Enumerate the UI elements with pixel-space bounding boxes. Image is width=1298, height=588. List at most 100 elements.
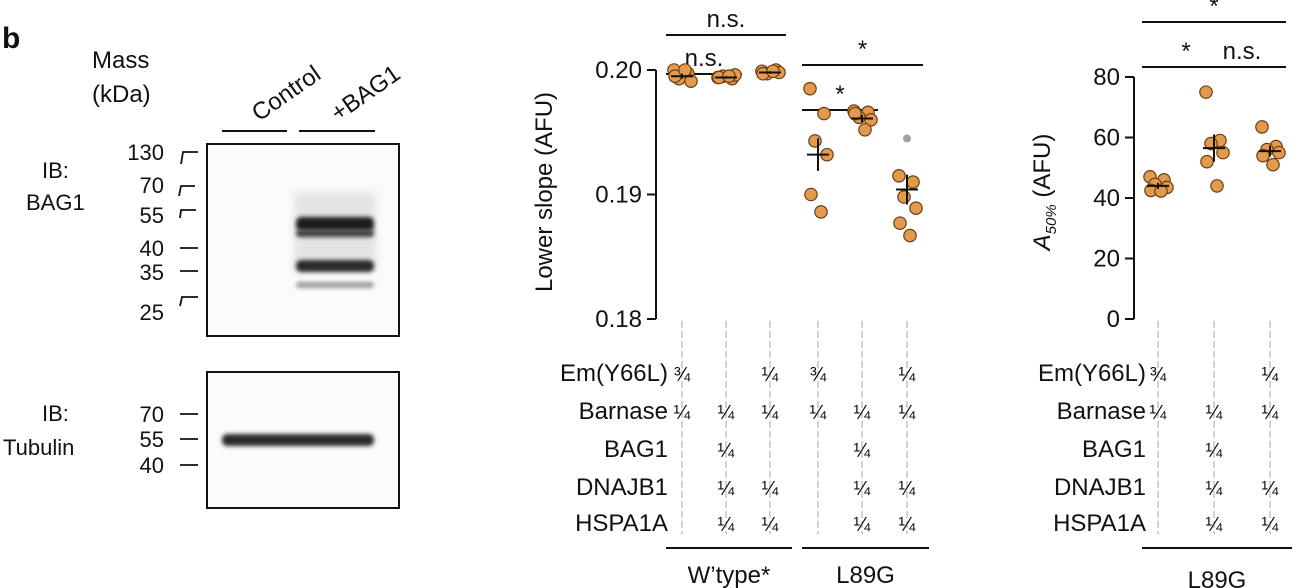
group-label: W’type* (688, 562, 771, 588)
marker-label: 70 (140, 173, 164, 198)
data-points (667, 63, 923, 243)
y-axis: 0 20 40 60 80 (1093, 64, 1135, 333)
marker-label: 40 (140, 453, 164, 478)
condition-row-label: DNAJB1 (576, 474, 668, 501)
data-point (1266, 157, 1280, 172)
marker-label: 35 (140, 260, 164, 285)
lane-label-bag1: +BAG1 (326, 60, 405, 127)
condition-value: ¼ (674, 402, 691, 424)
data-point (1210, 179, 1224, 193)
condition-value: ¼ (1206, 478, 1223, 500)
marker-label: 70 (140, 402, 164, 427)
condition-row-label: Em(Y66L) (1038, 360, 1146, 387)
condition-row-label: Barnase (1057, 398, 1146, 425)
condition-value: ¼ (762, 478, 779, 500)
data-point (722, 69, 736, 84)
y-tick-label: 0.19 (595, 182, 642, 209)
data-point (903, 228, 917, 243)
condition-value: ¼ (1206, 514, 1223, 536)
condition-value: ¼ (718, 402, 735, 424)
condition-value: ¼ (1262, 364, 1279, 386)
condition-value: ¼ (762, 364, 779, 386)
y-tick-label: 20 (1093, 246, 1120, 273)
excluded-point (903, 134, 911, 143)
significance-label: * (1181, 38, 1190, 65)
data-point (684, 74, 698, 89)
condition-value: ¼ (1150, 402, 1167, 424)
condition-value: ¼ (810, 402, 827, 424)
data-point (817, 106, 831, 121)
data-point (1199, 85, 1213, 99)
condition-value: ¼ (899, 364, 916, 386)
marker-label: 55 (140, 427, 164, 452)
data-point (848, 106, 862, 121)
y-axis-label: Lower slope (AFU) (531, 92, 558, 292)
condition-value: ¼ (1206, 440, 1223, 462)
y-axis-label-main: A (1029, 234, 1056, 252)
data-points (1143, 85, 1286, 198)
significance-brackets: * n.s.* (1142, 0, 1286, 68)
y-axis: 0.18 0.19 0.20 (595, 57, 657, 333)
significance-label: n.s. (1223, 38, 1262, 65)
group-label: L89G (836, 562, 895, 588)
condition-row-label: HSPA1A (1053, 510, 1146, 537)
condition-row-label: Em(Y66L) (560, 360, 668, 387)
blot-bag1-label-line2: BAG1 (26, 190, 85, 215)
condition-value: ¾ (1150, 364, 1167, 386)
data-point (678, 63, 692, 77)
panel-letter: b (2, 22, 20, 55)
significance-label: * (835, 81, 844, 108)
data-point (909, 201, 923, 215)
marker-label: 55 (140, 203, 164, 228)
mean-sem-bars (1147, 134, 1281, 189)
data-point (766, 64, 780, 79)
condition-value: ¼ (718, 478, 735, 500)
blot-tubulin-label-line2: Tubulin (3, 435, 74, 460)
condition-value: ¼ (854, 478, 871, 500)
significance-brackets: n.s.n.s.** (666, 6, 923, 111)
condition-guides (1157, 321, 1271, 534)
condition-value: ¼ (899, 478, 916, 500)
condition-value: ¼ (762, 402, 779, 424)
western-blot: Mass (kDa) Control +BAG1 IB: BAG1 130 70… (3, 47, 405, 509)
marker-label: 130 (127, 140, 164, 165)
data-point (1216, 145, 1230, 160)
data-point (892, 169, 906, 183)
lane-label-control: Control (247, 60, 326, 126)
condition-value: ¼ (854, 514, 871, 536)
condition-table: Em(Y66L) ¾ ¼ ¾ ¼ Barnase ¼ ¼ ¼ ¼ ¼ ¼ BAG1 ¼ ¼ DNAJB1 ¼ ¼ ¼… (560, 360, 916, 537)
mean-sem-bars (671, 71, 918, 205)
condition-value: ¼ (1262, 478, 1279, 500)
data-point (893, 216, 907, 230)
data-point (803, 81, 817, 96)
condition-value: ¼ (899, 514, 916, 536)
blot-bag1-label-line1: IB: (42, 158, 69, 183)
data-point (897, 190, 911, 204)
condition-value: ¼ (1262, 514, 1279, 536)
blot-tubulin-bands (222, 434, 374, 446)
condition-value: ¼ (762, 514, 779, 536)
condition-value: ¾ (674, 364, 691, 386)
blot-bag1-markers: 130 70 55 40 35 25 (127, 140, 198, 325)
marker-label: 40 (140, 236, 164, 261)
marker-label: 25 (140, 300, 164, 325)
condition-value: ¼ (718, 440, 735, 462)
condition-value: ¼ (1262, 402, 1279, 424)
data-point (858, 122, 872, 137)
condition-value: ¼ (854, 402, 871, 424)
significance-label: n.s. (707, 6, 746, 33)
y-tick-label: 0.20 (595, 57, 642, 84)
blot-tubulin-markers: 70 55 40 (140, 402, 198, 478)
y-tick-label: 0 (1107, 306, 1120, 333)
condition-value: ¼ (718, 514, 735, 536)
mass-title-line1: Mass (92, 47, 149, 74)
condition-value: ¼ (899, 402, 916, 424)
condition-row-label: HSPA1A (575, 510, 668, 537)
data-point (1272, 145, 1286, 160)
chart-lower-slope: 0.180.190.20 n.s.n.s.** Lower slope (AFU… (531, 6, 929, 588)
data-point (804, 187, 818, 202)
data-point (864, 113, 878, 127)
y-axis-label-unit: (AFU) (1029, 134, 1056, 205)
